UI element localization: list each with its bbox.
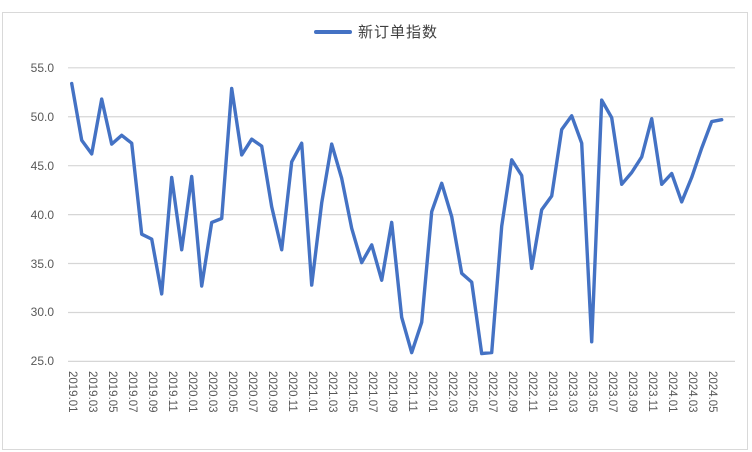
series-line bbox=[69, 81, 724, 356]
x-tick-label: 2020.03 bbox=[206, 371, 219, 413]
x-tick-label: 2022.09 bbox=[506, 371, 519, 413]
y-tick-label: 40.0 bbox=[30, 207, 54, 222]
x-tick-label: 2020.01 bbox=[186, 371, 199, 413]
x-tick-label: 2019.01 bbox=[66, 371, 79, 413]
x-tick-label: 2020.11 bbox=[286, 371, 299, 412]
chart-frame-border bbox=[2, 12, 748, 450]
x-tick-label: 2021.03 bbox=[326, 371, 339, 413]
y-tick-label: 45.0 bbox=[30, 158, 54, 173]
legend-line-icon bbox=[313, 29, 352, 34]
x-tick-label: 2022.11 bbox=[526, 371, 539, 412]
x-tick-label: 2022.01 bbox=[426, 371, 439, 413]
x-tick-label: 2022.07 bbox=[486, 371, 499, 413]
x-tick-label: 2024.03 bbox=[686, 371, 699, 413]
x-tick-label: 2019.11 bbox=[166, 371, 179, 412]
x-tick-label: 2023.03 bbox=[566, 371, 579, 413]
x-tick-label: 2019.03 bbox=[86, 371, 99, 413]
x-tick-label: 2024.01 bbox=[666, 371, 679, 413]
y-tick-label: 35.0 bbox=[30, 256, 54, 271]
x-tick-label: 2021.11 bbox=[406, 371, 419, 412]
x-tick-label: 2023.11 bbox=[646, 371, 659, 412]
x-tick-label: 2022.03 bbox=[446, 371, 459, 413]
x-tick-label: 2019.07 bbox=[126, 371, 139, 413]
x-tick-label: 2020.05 bbox=[226, 371, 239, 413]
x-tick-label: 2023.09 bbox=[626, 371, 639, 413]
x-tick-label: 2020.07 bbox=[246, 371, 259, 413]
legend: 新订单指数 bbox=[0, 21, 752, 42]
y-tick-label: 30.0 bbox=[30, 305, 54, 320]
x-tick-label: 2021.09 bbox=[386, 371, 399, 413]
y-tick-label: 50.0 bbox=[30, 109, 54, 124]
x-tick-label: 2019.09 bbox=[146, 371, 159, 413]
y-tick-label: 55.0 bbox=[30, 60, 54, 75]
x-tick-label: 2024.05 bbox=[706, 371, 719, 413]
x-tick-label: 2023.05 bbox=[586, 371, 599, 413]
x-tick-label: 2023.07 bbox=[606, 371, 619, 413]
y-tick-label: 25.0 bbox=[30, 354, 54, 369]
x-tick-label: 2019.05 bbox=[106, 371, 119, 413]
x-tick-label: 2023.01 bbox=[546, 371, 559, 413]
x-tick-label: 2020.09 bbox=[266, 371, 279, 413]
x-tick-label: 2021.05 bbox=[346, 371, 359, 413]
x-tick-label: 2021.01 bbox=[306, 371, 319, 413]
x-tick-label: 2022.05 bbox=[466, 371, 479, 413]
x-tick-label: 2021.07 bbox=[366, 371, 379, 413]
legend-label: 新订单指数 bbox=[357, 24, 438, 41]
